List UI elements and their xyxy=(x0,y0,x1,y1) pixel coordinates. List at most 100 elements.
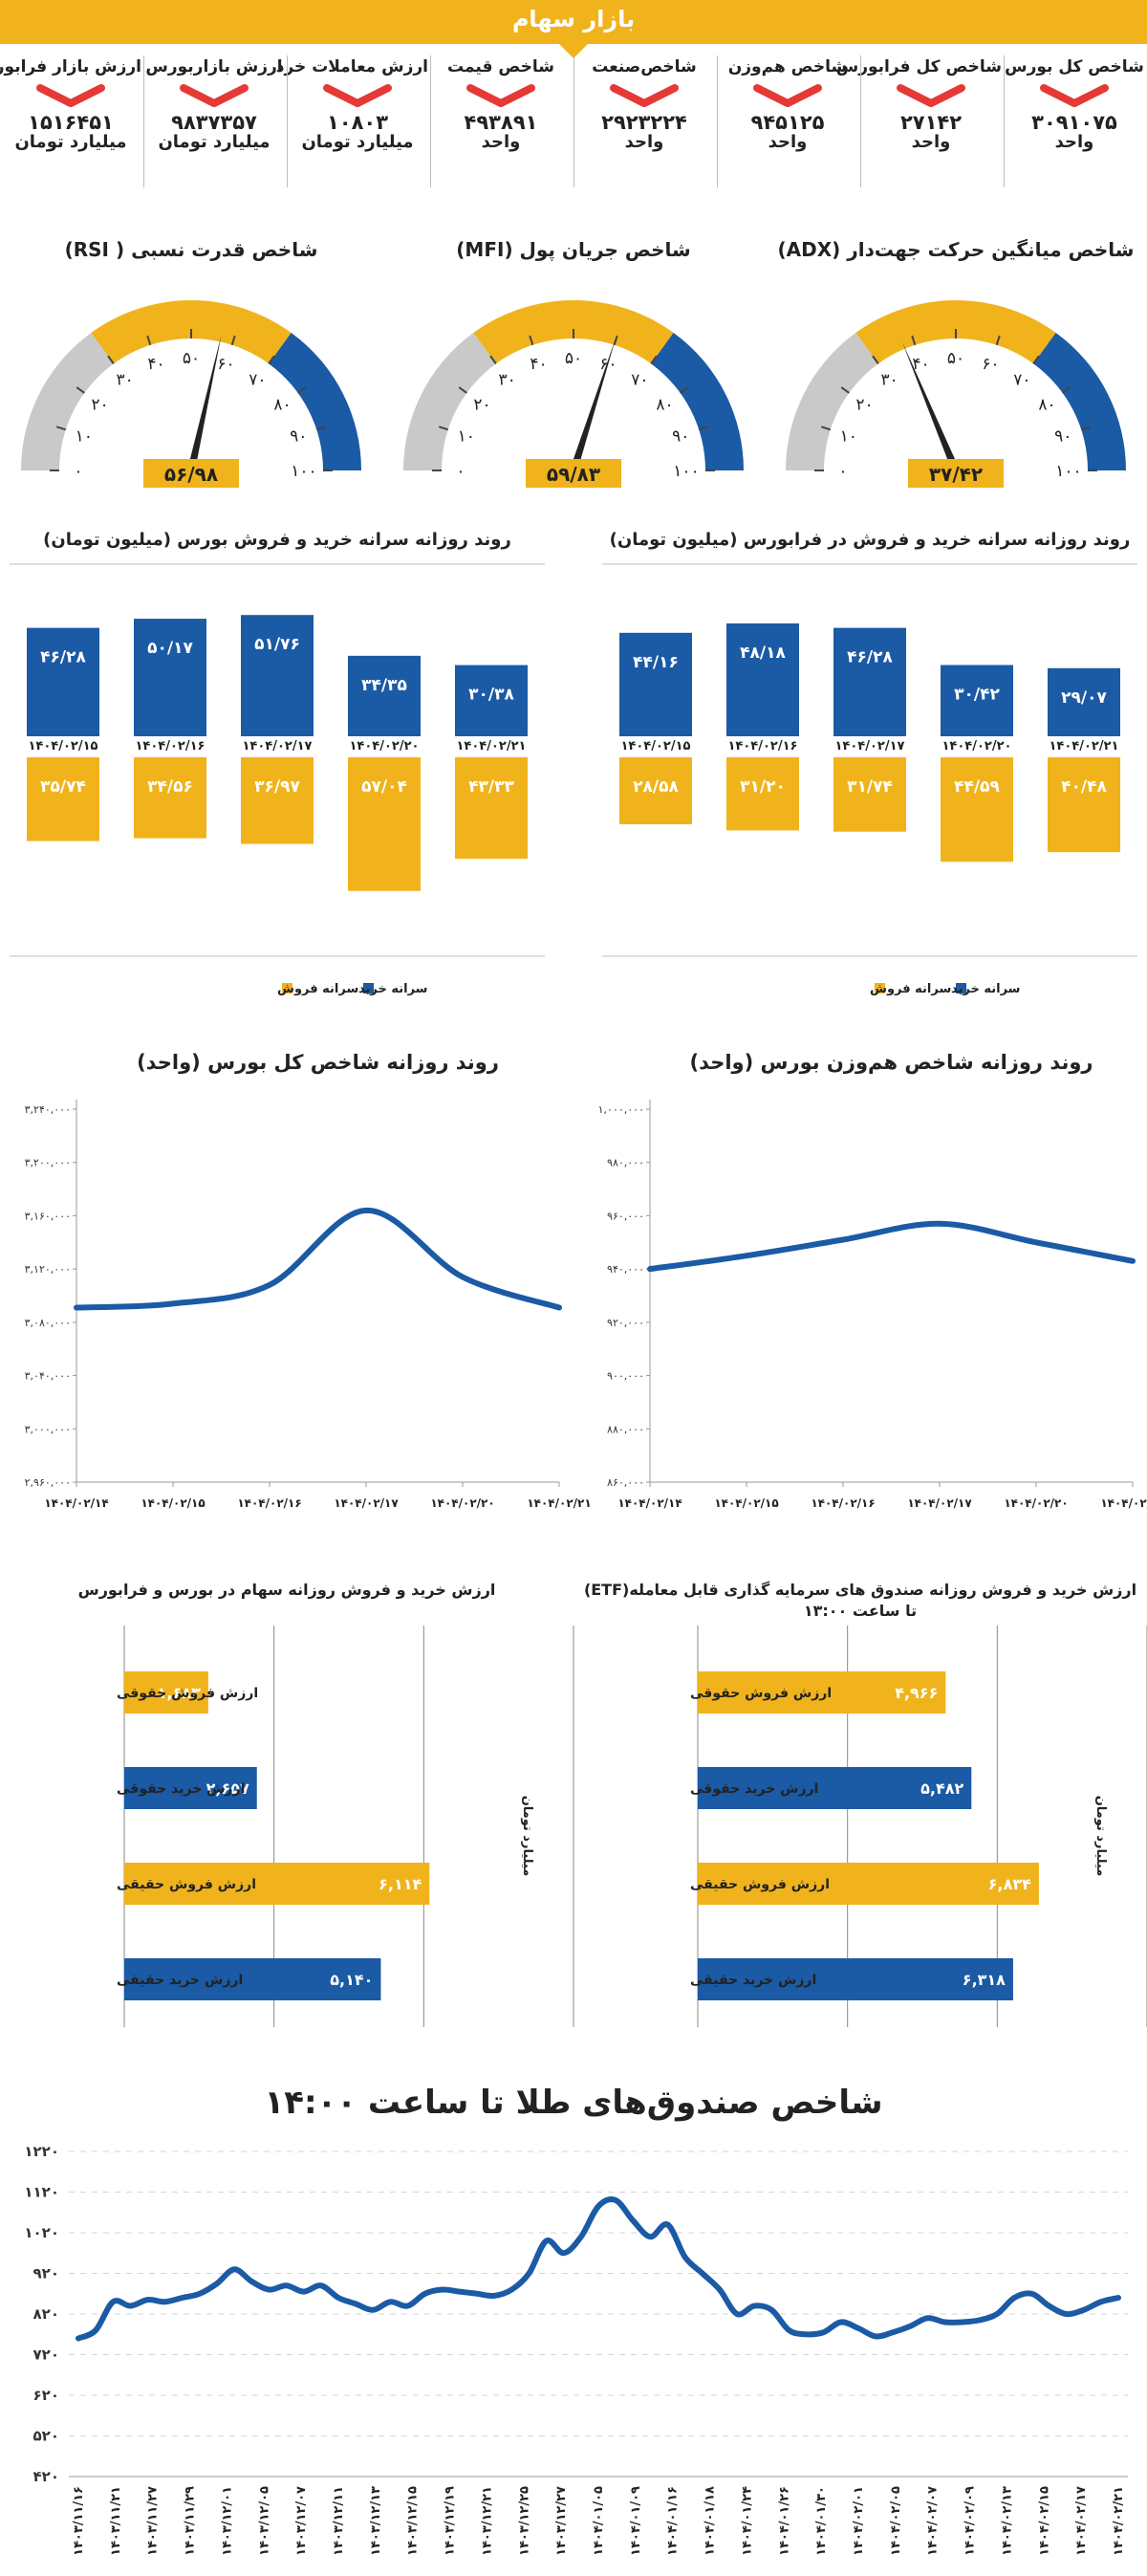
indicator-value: ۲۹۲۳۲۲۴ xyxy=(601,111,687,134)
x-tick-label: ۱۴۰۴/۰۲/۱۶ xyxy=(811,1496,875,1510)
hbar-value: ۱,۶۸۳ xyxy=(158,1684,201,1702)
gauge-tick xyxy=(268,355,275,364)
down-arrow-icon xyxy=(610,84,679,107)
indicator-card: شاخص هم‌وزن ۹۴۵۱۲۵ واحد xyxy=(717,57,858,186)
bar-sell-label: ۵۷/۰۴ xyxy=(361,777,407,797)
hbar-category: ارزش فروش حقوقی xyxy=(690,1686,832,1701)
gauge-tick xyxy=(297,386,307,394)
y-tick-label: ۳,۰۰۰,۰۰۰ xyxy=(25,1423,71,1435)
down-arrow-icon xyxy=(466,84,535,107)
x-tick-label: ۱۴۰۳/۱۱/۲۷ xyxy=(146,2486,161,2556)
gauge-tick-label: ۱۰۰ xyxy=(291,462,316,481)
gauge-band xyxy=(651,332,744,470)
gauge-tick-label: ۰ xyxy=(456,462,465,481)
indicator-card: شاخص کل فرابورس ۲۷۱۴۲ واحد xyxy=(836,57,1002,186)
down-arrow-shape xyxy=(180,84,249,107)
bar-buy-label: ۴۶/۲۸ xyxy=(847,648,893,667)
hbar-value: ۲,۶۵۷ xyxy=(206,1779,249,1798)
gauge-tick-label: ۳۰ xyxy=(117,371,134,390)
down-arrow-icon xyxy=(323,84,392,107)
indicator-card: شاخص کل بورس ۳۰۹۱۰۷۵ واحد xyxy=(1004,57,1145,186)
gauge-value-box xyxy=(908,459,1004,488)
gauge-tick-label: ۷۰ xyxy=(631,371,648,390)
y-tick-label: ۹۸۰,۰۰۰ xyxy=(607,1157,644,1169)
gauge-tick xyxy=(911,335,917,346)
chart-title: ارزش خرید و فروش روزانه صندوق های سرمایه… xyxy=(584,1581,1136,1599)
gauge-tick-label: ۳۰ xyxy=(499,371,516,390)
y-tick-label: ۴۲۰ xyxy=(33,2468,59,2485)
indicator-unit: واحد xyxy=(768,132,808,152)
x-tick-label: ۱۴۰۴/۰۱/۰۹ xyxy=(629,2486,643,2556)
indicator-name: شاخص هم‌وزن xyxy=(727,57,848,76)
indicator-card: ارزش بازاربورس ۹۸۳۷۳۵۷ میلیارد تومان xyxy=(143,57,285,186)
x-tick-label: ۱۴۰۴/۰۱/۱۸ xyxy=(703,2486,718,2556)
indicator-value: ۹۸۳۷۳۵۷ xyxy=(171,111,257,134)
unit-label: میلیارد تومان xyxy=(1093,1796,1108,1877)
indicator-unit: واحد xyxy=(624,132,664,152)
x-tick-label: ۱۴۰۴/۰۲/۰۱ xyxy=(852,2486,866,2556)
hbar-category: ارزش خرید حقوقی xyxy=(690,1781,818,1797)
hbar-value: ۵,۴۸۲ xyxy=(920,1779,963,1798)
legend-swatch xyxy=(282,983,292,993)
bar-sell-label: ۴۰/۴۸ xyxy=(1061,777,1107,797)
series-line xyxy=(647,1220,1136,1273)
y-tick-label: ۸۲۰ xyxy=(33,2305,59,2323)
indicator-unit: واحد xyxy=(1054,132,1094,152)
gauge-tick-label: ۱۰ xyxy=(458,427,475,447)
gauge-tick xyxy=(76,386,85,394)
bar-sell xyxy=(27,757,99,841)
bar-date-label: ۱۴۰۴/۰۲/۲۱ xyxy=(1050,739,1119,753)
x-tick-label: ۱۴۰۴/۰۲/۰۵ xyxy=(889,2486,903,2556)
gauge-needle xyxy=(187,334,222,471)
x-tick-label: ۱۴۰۳/۱۲/۲۵ xyxy=(517,2486,531,2556)
x-tick-label: ۱۴۰۳/۱۱/۲۱ xyxy=(109,2486,123,2556)
gauge-band xyxy=(269,332,361,470)
indicator-name: ارزش بازار فرابورس xyxy=(0,57,141,76)
gauge-tick xyxy=(680,386,689,394)
gauge-tick xyxy=(107,355,115,364)
down-arrow-shape xyxy=(1040,84,1109,107)
down-arrow-shape xyxy=(36,84,105,107)
bar-sell-label: ۴۴/۵۹ xyxy=(954,777,1000,797)
hbar-category: ارزش فروش حقیقی xyxy=(117,1877,256,1892)
y-tick-label: ۳,۰۴۰,۰۰۰ xyxy=(25,1370,71,1383)
chart-title: شاخص صندوق‌های طلا تا ساعت ۱۴:۰۰ xyxy=(264,2084,882,2122)
indicator-value: ۱۵۱۶۴۵۱ xyxy=(28,111,114,134)
hbar-category: ارزش خرید حقوقی xyxy=(117,1781,245,1797)
chart-title: روند روزانه سرانه خرید و فروش بورس (میلی… xyxy=(43,530,511,550)
indicator-divider xyxy=(430,55,431,187)
gauge-needle xyxy=(901,341,960,472)
gauge-tick-label: ۹۰ xyxy=(290,427,307,447)
down-arrow-shape xyxy=(610,84,679,107)
stock-value-chart: ارزش خرید و فروش روزانه سهام در بورس و ف… xyxy=(78,1581,574,2027)
bar-date-label: ۱۴۰۴/۰۲/۲۰ xyxy=(350,739,420,753)
bar-sell xyxy=(833,757,906,832)
legend-label: سرانه فروش xyxy=(277,982,358,996)
hbar xyxy=(698,1767,972,1809)
gauge-tick-label: ۷۰ xyxy=(1013,371,1030,390)
bar-buy xyxy=(1048,667,1120,736)
gauge-tick-label: ۵۰ xyxy=(183,349,200,368)
indicator-unit: واحد xyxy=(911,132,951,152)
x-tick-label: ۱۴۰۳/۱۲/۱۵ xyxy=(406,2486,421,2556)
bar-buy xyxy=(941,665,1013,736)
bar-sell-label: ۳۱/۲۰ xyxy=(740,777,786,797)
hbar-category: ارزش فروش حقیقی xyxy=(690,1877,830,1892)
gauge-tick xyxy=(230,335,236,346)
bar-buy-label: ۲۹/۰۷ xyxy=(1061,688,1107,708)
gauge-tick-label: ۵۰ xyxy=(947,349,964,368)
chart-title: روند روزانه سرانه خرید و فروش در فرابورس… xyxy=(610,530,1131,550)
indicator-card: شاخص‌صنعت ۲۹۲۳۲۲۴ واحد xyxy=(574,57,715,186)
x-tick-label: ۱۴۰۴/۰۲/۱۷ xyxy=(1074,2486,1089,2556)
gauge-band xyxy=(1033,332,1126,470)
y-tick-label: ۳,۲۰۰,۰۰۰ xyxy=(25,1157,71,1169)
y-tick-label: ۸۸۰,۰۰۰ xyxy=(607,1423,644,1435)
down-arrow-shape xyxy=(753,84,822,107)
gauge-tick xyxy=(146,335,152,346)
x-tick-label: ۱۴۰۴/۰۱/۲۶ xyxy=(777,2486,791,2556)
bar-sell-label: ۳۴/۵۶ xyxy=(147,777,193,797)
indicator-divider xyxy=(1004,55,1005,187)
x-tick-label: ۱۴۰۴/۰۲/۱۵ xyxy=(141,1496,205,1510)
hbar xyxy=(698,1958,1013,2000)
indicator-unit: واحد xyxy=(481,132,521,152)
